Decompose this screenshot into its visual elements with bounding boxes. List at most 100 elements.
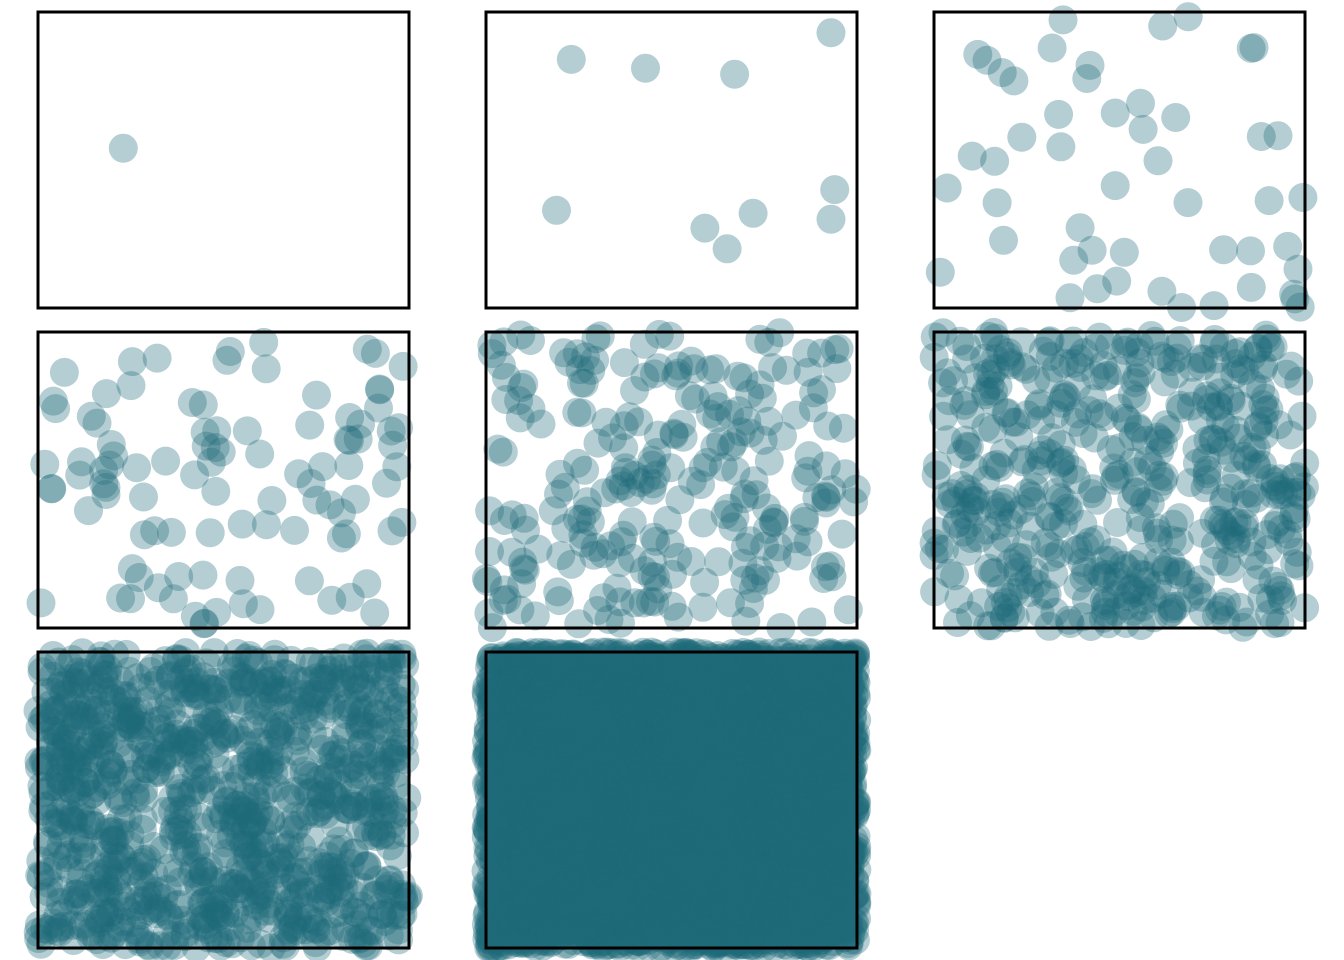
scatter-point: [991, 484, 1021, 514]
scatter-point: [955, 400, 985, 430]
scatter-point: [957, 141, 987, 171]
scatter-point: [314, 776, 344, 806]
scatter-point: [822, 354, 852, 384]
scatter-point: [191, 763, 221, 793]
scatter-point: [250, 801, 280, 831]
scatter-point: [376, 416, 406, 446]
scatter-point: [389, 887, 419, 917]
scatter-point: [616, 478, 646, 507]
scatter-point: [1096, 435, 1126, 464]
scatter-point: [392, 783, 422, 813]
scatter-point: [231, 811, 261, 841]
scatter-point: [1190, 473, 1220, 503]
scatter-point: [191, 431, 221, 461]
scatter-point: [117, 713, 147, 743]
scatter-point: [116, 704, 146, 734]
scatter-point: [497, 537, 527, 567]
scatter-point: [1158, 594, 1188, 624]
scatter-point: [570, 455, 600, 485]
scatter-point: [820, 175, 850, 205]
scatter-point: [390, 674, 420, 704]
scatter-point: [1251, 320, 1281, 350]
scatter-point: [191, 910, 221, 940]
scatter-point: [1232, 445, 1262, 475]
scatter-point: [335, 582, 365, 612]
scatter-point: [975, 370, 1005, 400]
scatter-point: [91, 480, 121, 509]
scatter-point: [1266, 581, 1296, 611]
scatter-point: [1150, 343, 1180, 373]
scatter-point: [61, 773, 91, 803]
scatter-point: [510, 555, 540, 585]
scatter-point: [1088, 350, 1118, 380]
scatter-point: [301, 928, 330, 958]
scatter-point: [1143, 547, 1173, 577]
scatter-point: [971, 380, 1000, 410]
scatter-point: [388, 351, 418, 381]
scatter-point: [241, 786, 271, 816]
scatter-point: [1059, 245, 1089, 275]
scatter-point: [82, 786, 112, 816]
scatter-point: [112, 681, 142, 711]
scatter-point: [232, 416, 262, 446]
scatter-point: [1110, 403, 1140, 433]
points-layer-7: [23, 638, 423, 960]
scatter-point: [1286, 481, 1316, 510]
scatter-point: [45, 888, 75, 917]
scatter-point: [344, 710, 374, 739]
scatter-point: [189, 860, 219, 890]
scatter-point: [298, 905, 328, 935]
scatter-point: [113, 896, 143, 926]
scatter-point: [176, 778, 206, 808]
scatter-point: [715, 399, 744, 429]
scatter-point: [200, 699, 230, 728]
scatter-point: [986, 574, 1016, 604]
scatter-point: [1237, 432, 1267, 462]
scatter-point: [828, 413, 858, 443]
scatter-point: [251, 354, 281, 384]
scatter-point: [118, 856, 148, 886]
scatter-point: [210, 828, 240, 858]
scatter-point: [282, 726, 312, 756]
scatter-point: [1092, 360, 1122, 390]
scatter-point: [67, 858, 96, 888]
scatter-point: [745, 370, 775, 400]
scatter-point: [1157, 597, 1187, 627]
scatter-point: [68, 737, 98, 767]
scatter-point: [738, 574, 768, 603]
scatter-point: [125, 851, 155, 881]
scatter-point: [1128, 576, 1158, 606]
scatter-point: [159, 822, 188, 851]
scatter-point: [972, 515, 1001, 545]
scatter-point: [104, 728, 134, 758]
scatter-point: [974, 553, 1004, 583]
scatter-point: [203, 924, 233, 954]
scatter-point: [329, 890, 359, 920]
scatter-point: [49, 898, 79, 928]
scatter-point: [167, 808, 196, 838]
scatter-point: [347, 729, 377, 758]
scatter-point: [86, 670, 115, 700]
scatter-point: [288, 747, 318, 776]
scatter-point: [1265, 464, 1295, 494]
scatter-point: [113, 803, 143, 833]
scatter-point: [543, 577, 573, 607]
scatter-point: [34, 804, 64, 834]
scatter-point: [63, 756, 92, 786]
scatter-point: [90, 828, 120, 858]
scatter-point: [307, 649, 337, 679]
scatter-point: [326, 854, 356, 883]
scatter-point: [365, 751, 395, 781]
scatter-point: [1243, 411, 1273, 440]
scatter-point: [1156, 592, 1186, 621]
scatter-point: [1101, 580, 1131, 610]
scatter-point: [1093, 609, 1123, 639]
scatter-point: [151, 446, 181, 476]
scatter-point: [1111, 329, 1141, 359]
scatter-point: [317, 585, 347, 615]
scatter-point: [974, 321, 1003, 351]
scatter-point: [174, 668, 203, 698]
scatter-point: [1019, 557, 1049, 587]
scatter-point: [228, 589, 258, 619]
scatter-point: [1011, 530, 1041, 560]
